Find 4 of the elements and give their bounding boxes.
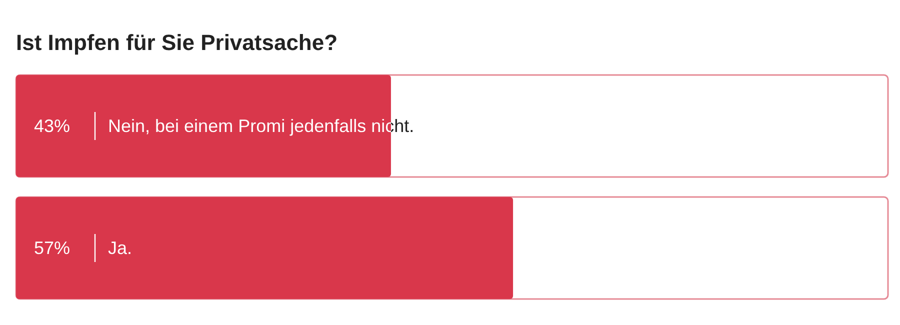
data-label: 57% [34, 238, 70, 258]
chart-title: Ist Impfen für Sie Privatsache? [16, 30, 338, 55]
data-label: 43% [34, 116, 70, 136]
y-tick-label: Ja. [108, 238, 132, 258]
